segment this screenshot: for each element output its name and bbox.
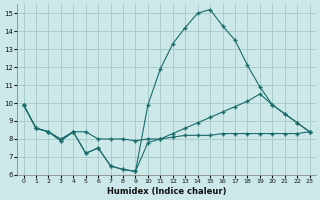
X-axis label: Humidex (Indice chaleur): Humidex (Indice chaleur) — [107, 187, 226, 196]
